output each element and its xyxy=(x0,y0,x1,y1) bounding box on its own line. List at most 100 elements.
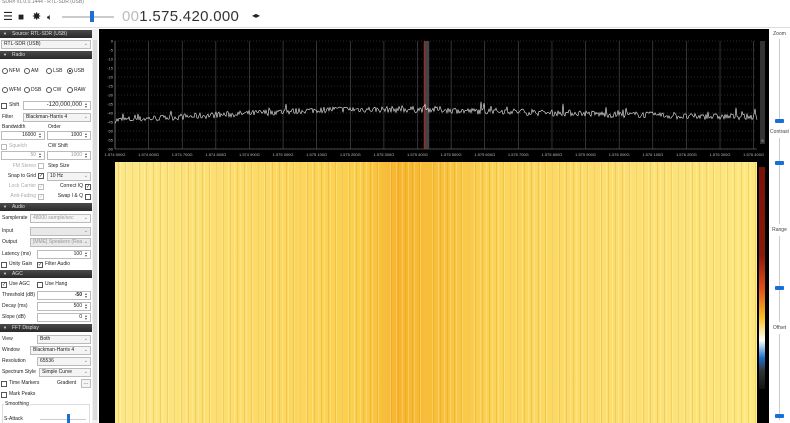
y-tick-label: -5 xyxy=(109,48,113,53)
s-attack-slider[interactable] xyxy=(40,419,86,420)
fft-header[interactable]: ▼ FFT Display xyxy=(0,324,92,332)
radio-am[interactable] xyxy=(24,68,30,74)
smoothing-label: Smoothing xyxy=(4,400,30,408)
contrast-slider-thumb[interactable] xyxy=(775,161,784,165)
threshold-value: -50 xyxy=(74,292,82,298)
order-input[interactable]: 1000 xyxy=(47,131,91,140)
audio-header[interactable]: ▼ Audio xyxy=(0,203,92,211)
offset-slider-thumb[interactable] xyxy=(775,414,784,418)
chevron-down-icon: ⌄ xyxy=(83,41,88,47)
frequency-display[interactable]: 001.575.420.000 xyxy=(122,9,239,24)
offset-slider[interactable] xyxy=(779,334,780,420)
s-attack-slider-thumb[interactable] xyxy=(67,414,70,423)
mark-peaks-checkbox[interactable] xyxy=(1,392,7,398)
gradient-label: Gradient xyxy=(57,380,77,386)
spinner-icon[interactable] xyxy=(84,292,89,299)
volume-slider[interactable] xyxy=(62,16,114,18)
radio-dsb[interactable] xyxy=(24,87,30,93)
swap-iq-checkbox[interactable] xyxy=(85,194,91,200)
latency-input[interactable]: 100 xyxy=(37,250,91,259)
radio-cw[interactable] xyxy=(46,87,52,93)
fm-stereo-checkbox[interactable] xyxy=(38,163,44,169)
volume-slider-thumb[interactable] xyxy=(90,11,94,22)
view-select[interactable]: Both ⌄ xyxy=(37,335,91,344)
filter-audio-checkbox[interactable]: ✓ xyxy=(37,262,43,268)
smoothing-group xyxy=(2,404,90,423)
lock-carrier-label: Lock Carrier xyxy=(8,183,36,189)
fm-stereo-label: FM Stereo xyxy=(12,163,36,169)
radio-usb-label: USB xyxy=(74,68,85,74)
unity-gain-checkbox[interactable] xyxy=(1,262,7,268)
correct-iq-checkbox[interactable]: ✓ xyxy=(85,184,91,190)
decay-input[interactable]: 500 xyxy=(37,302,91,311)
input-select[interactable]: ⌄ xyxy=(30,227,91,236)
view-label: View xyxy=(2,336,13,342)
filter-select[interactable]: Blackman-Harris 4 ⌄ xyxy=(23,113,91,122)
radio-nfm[interactable] xyxy=(2,68,8,74)
step-size-select[interactable]: 10 Hz ⌄ xyxy=(47,172,91,181)
agc-header[interactable]: ▼ AGC xyxy=(0,270,92,278)
spinner-icon[interactable] xyxy=(38,132,43,139)
waterfall[interactable] xyxy=(99,161,769,423)
radio-lsb[interactable] xyxy=(46,68,52,74)
frequency-leading-zeros: 00 xyxy=(122,8,140,25)
view-value: Both xyxy=(40,336,51,342)
spinner-icon[interactable] xyxy=(84,314,89,321)
lock-carrier-checkbox[interactable]: ✓ xyxy=(38,184,44,190)
collapse-icon: ▼ xyxy=(3,52,7,57)
squelch-input[interactable]: 50 xyxy=(1,151,45,160)
gradient-button[interactable]: ... xyxy=(81,379,91,388)
squelch-checkbox[interactable] xyxy=(1,144,7,150)
anti-fading-checkbox[interactable]: ✓ xyxy=(38,194,44,200)
bandwidth-input[interactable]: 16000 xyxy=(1,131,45,140)
hamburger-icon[interactable]: ☰ xyxy=(3,11,13,23)
speaker-icon[interactable]: 🔈︎ xyxy=(47,12,53,22)
slope-input[interactable]: 0 xyxy=(37,313,91,322)
range-slider[interactable] xyxy=(779,236,780,322)
spectrum-analyzer[interactable]: 0 -5 -10 -15 -20 -25 -30 -35 -40 -45 -50 -55 -60 1.57… xyxy=(99,29,769,161)
decay-value: 500 xyxy=(73,303,82,309)
y-tick-label: -35 xyxy=(107,102,114,107)
window-select[interactable]: Blackman-Harris 4 ⌄ xyxy=(30,346,91,355)
spinner-icon[interactable] xyxy=(38,152,43,159)
waterfall-image[interactable] xyxy=(115,162,757,423)
radio-raw[interactable] xyxy=(67,87,73,93)
radio-lsb-label: LSB xyxy=(53,68,63,74)
zoom-slider[interactable] xyxy=(779,39,780,123)
spectrum-plot[interactable]: 0-5-10-15-20-25-30-35-40-45-50-55-601.57… xyxy=(99,29,769,161)
radio-header[interactable]: ▼ Radio xyxy=(0,51,92,59)
radio-wfm[interactable] xyxy=(2,87,8,93)
spinner-icon[interactable] xyxy=(84,102,89,109)
output-select[interactable]: [MME] Speakers (Rea ⌄ xyxy=(30,238,91,247)
gear-icon[interactable]: ✸ xyxy=(32,11,42,23)
cw-shift-input[interactable]: 1000 xyxy=(47,151,91,160)
spinner-icon[interactable] xyxy=(84,251,89,258)
threshold-input[interactable]: -50 xyxy=(37,291,91,300)
x-tick-label: 1.576 400G xyxy=(743,152,764,157)
use-hang-checkbox[interactable] xyxy=(37,282,43,288)
spinner-icon[interactable] xyxy=(84,152,89,159)
use-agc-checkbox[interactable]: ✓ xyxy=(1,282,7,288)
shift-input[interactable]: -120,000,000 xyxy=(23,101,91,110)
range-slider-thumb[interactable] xyxy=(775,286,784,290)
tune-arrows-icon[interactable]: ◂▸ xyxy=(252,11,261,20)
contrast-slider[interactable] xyxy=(779,138,780,224)
samplerate-select[interactable]: 48000 sample/sec ⌄ xyxy=(30,214,91,223)
snap-to-grid-checkbox[interactable]: ✓ xyxy=(38,173,44,179)
resolution-select[interactable]: 65536 ⌄ xyxy=(37,357,91,366)
y-tick-label: -15 xyxy=(107,66,114,71)
spectrum-style-select[interactable]: Simple Curve ⌄ xyxy=(39,368,91,377)
radio-usb[interactable] xyxy=(67,68,73,74)
spinner-icon[interactable] xyxy=(84,132,89,139)
spinner-icon[interactable] xyxy=(84,303,89,310)
shift-checkbox[interactable] xyxy=(1,103,7,109)
source-header[interactable]: ▼ Source: RTL-SDR (USB) xyxy=(0,30,92,38)
stop-icon[interactable]: ■ xyxy=(18,12,25,23)
chevron-down-icon: ⌄ xyxy=(83,336,88,342)
zoom-label: Zoom xyxy=(773,31,786,37)
time-markers-checkbox[interactable] xyxy=(1,381,7,387)
zoom-slider-thumb[interactable] xyxy=(775,119,784,123)
radio-cw-label: CW xyxy=(53,87,62,93)
left-panel-scrollbar-thumb[interactable] xyxy=(93,40,97,420)
source-device-select[interactable]: RTL-SDR (USB) ⌄ xyxy=(1,40,91,49)
